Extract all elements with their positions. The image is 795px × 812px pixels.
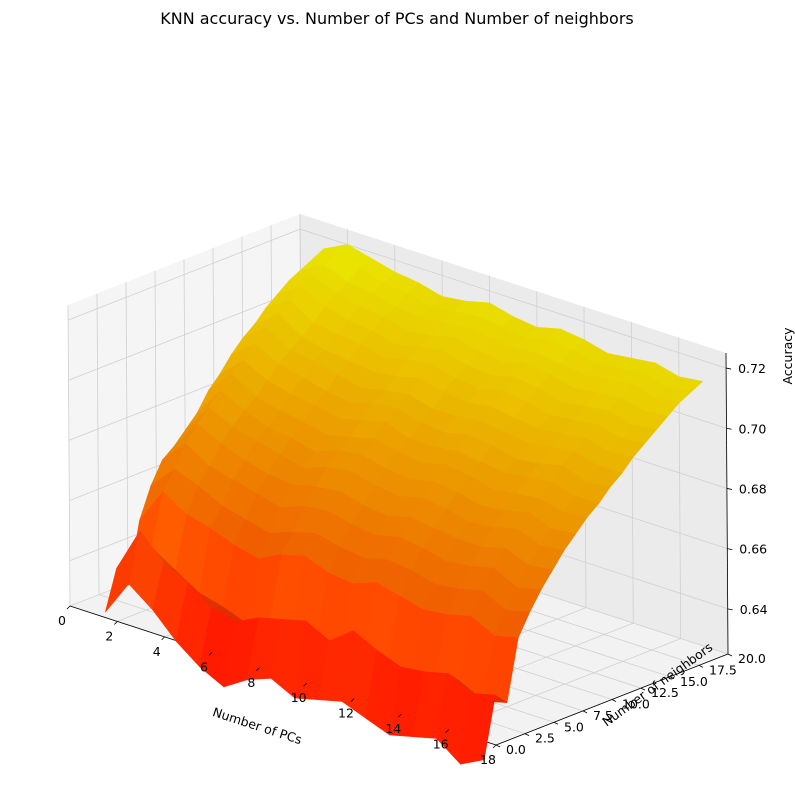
surface <box>105 244 704 765</box>
x-tick-mark <box>445 729 449 733</box>
y-tick-mark <box>640 687 646 691</box>
y-tick-label: 0.0 <box>506 742 526 757</box>
y-tick-label: 2.5 <box>535 731 555 746</box>
x-tick-mark <box>161 636 165 641</box>
y-tick-label: 12.5 <box>651 685 679 700</box>
x-tick-mark <box>66 605 71 610</box>
x-tick-mark <box>114 621 118 625</box>
surface-cell <box>460 693 496 765</box>
tick-labels: 0 2 4 6 8 10 12 14 16 18 0.0 2.5 5.0 7.5 10.012.515.01… <box>58 361 768 767</box>
z-tick-label: 0.66 <box>739 542 767 557</box>
x-tick-label: 6 <box>200 659 208 674</box>
x-tick-mark <box>398 713 402 718</box>
x-tick-label: 2 <box>105 628 113 643</box>
y-tick-label: 5.0 <box>564 719 584 734</box>
z-tick-mark <box>726 427 732 430</box>
y-tick-label: 20.0 <box>738 651 766 666</box>
z-tick-mark <box>726 367 732 370</box>
x-tick-mark <box>256 667 260 672</box>
z-tick-mark <box>727 608 733 611</box>
z-tick-mark <box>726 488 732 490</box>
z-axis-label: Accuracy <box>780 327 795 385</box>
z-tick-mark <box>727 548 733 551</box>
x-tick-label: 18 <box>480 752 496 767</box>
x-tick-mark <box>492 744 497 749</box>
x-tick-label: 16 <box>433 737 449 752</box>
y-tick-mark <box>495 744 501 748</box>
x-tick-label: 10 <box>291 690 307 705</box>
x-tick-label: 0 <box>58 613 66 628</box>
x-tick-label: 8 <box>247 675 255 690</box>
z-tick-label: 0.72 <box>738 361 766 376</box>
y-tick-label: 10.0 <box>622 697 650 712</box>
x-tick-mark <box>350 698 355 702</box>
y-tick-mark <box>669 676 675 680</box>
y-tick-mark <box>698 665 704 668</box>
y-tick-mark <box>524 733 530 736</box>
z-tick-label: 0.70 <box>739 421 767 436</box>
y-tick-mark <box>611 699 617 702</box>
x-tick-label: 14 <box>385 721 401 736</box>
x-axis-label: Number of PCs <box>211 704 304 747</box>
x-tick-label: 4 <box>153 644 161 659</box>
x-tick-label: 12 <box>338 706 354 721</box>
y-tick-label: 15.0 <box>680 674 708 689</box>
z-tick-label: 0.68 <box>739 481 767 496</box>
x-tick-mark <box>208 652 213 656</box>
y-tick-label: 17.5 <box>709 662 737 677</box>
grid-line-z <box>67 228 727 369</box>
y-tick-mark <box>553 721 559 725</box>
x-tick-mark <box>303 682 307 687</box>
z-tick-label: 0.64 <box>740 602 768 617</box>
y-tick-mark <box>727 653 733 657</box>
z-axis-line <box>725 352 729 655</box>
y-tick-label: 7.5 <box>593 708 613 723</box>
chart-title: KNN accuracy vs. Number of PCs and Numbe… <box>160 9 634 28</box>
y-tick-mark <box>582 710 588 714</box>
